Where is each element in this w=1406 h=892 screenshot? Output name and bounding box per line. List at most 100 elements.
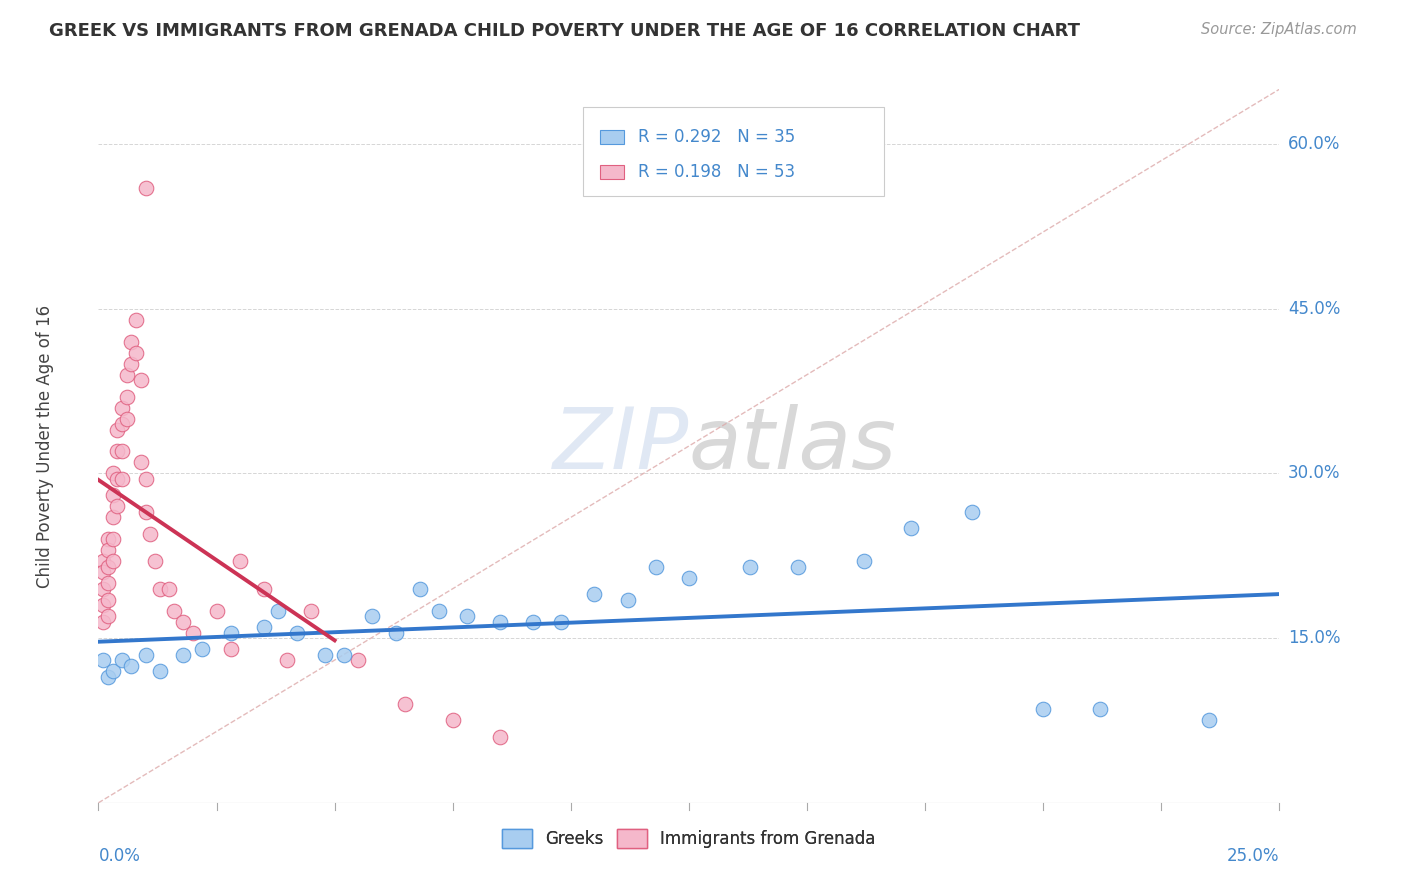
Point (139, 526, 162, 541)
Point (361, 609, 384, 624)
Point (97, 669, 120, 683)
Point (852, 554, 875, 568)
Point (299, 604, 322, 618)
Text: GREEK VS IMMIGRANTS FROM GRENADA CHILD POVERTY UNDER THE AGE OF 16 CORRELATION C: GREEK VS IMMIGRANTS FROM GRENADA CHILD P… (49, 22, 1080, 40)
Point (111, 653, 134, 667)
Point (489, 615, 512, 629)
Point (91, 582, 114, 596)
Point (101, 533, 124, 547)
Point (786, 559, 808, 574)
Point (125, 345, 148, 359)
Point (333, 648, 356, 662)
Text: ZIP: ZIP (553, 404, 689, 488)
Point (101, 664, 124, 678)
Point (101, 510, 124, 524)
Point (253, 582, 276, 596)
Point (385, 625, 408, 640)
Point (105, 500, 128, 514)
Point (135, 648, 157, 662)
Point (91, 598, 114, 612)
FancyBboxPatch shape (600, 129, 624, 144)
Point (149, 664, 172, 678)
Point (101, 554, 124, 568)
Text: 30.0%: 30.0% (1288, 465, 1340, 483)
Point (97, 609, 120, 624)
Point (135, 505, 157, 519)
Point (740, 559, 762, 574)
Point (115, 368, 138, 382)
Point (267, 604, 290, 618)
Point (111, 472, 134, 486)
Point (456, 609, 478, 624)
Text: 25.0%: 25.0% (1227, 847, 1279, 864)
Point (101, 467, 124, 481)
Point (408, 582, 430, 596)
FancyBboxPatch shape (600, 165, 624, 179)
Point (121, 334, 143, 349)
Point (129, 455, 152, 469)
Point (91, 566, 114, 580)
Point (91, 554, 114, 568)
Text: Child Poverty Under the Age of 16: Child Poverty Under the Age of 16 (37, 304, 55, 588)
Point (253, 620, 276, 634)
Point (143, 554, 166, 568)
Point (105, 423, 128, 437)
Text: 0.0%: 0.0% (98, 847, 141, 864)
Point (900, 521, 922, 535)
Point (427, 604, 450, 618)
Point (121, 658, 143, 673)
Text: R = 0.292   N = 35: R = 0.292 N = 35 (638, 128, 796, 146)
Text: 45.0%: 45.0% (1288, 300, 1340, 318)
Point (97, 533, 120, 547)
Point (135, 181, 157, 195)
Point (644, 559, 666, 574)
Point (1088, 702, 1111, 716)
Point (1198, 714, 1220, 728)
Point (489, 730, 512, 744)
Text: Source: ZipAtlas.com: Source: ZipAtlas.com (1201, 22, 1357, 37)
Point (219, 642, 242, 657)
Point (219, 625, 242, 640)
Point (157, 582, 180, 596)
Point (550, 615, 572, 629)
Point (91, 615, 114, 629)
Point (163, 604, 186, 618)
Point (97, 543, 120, 558)
Point (205, 604, 228, 618)
Point (105, 472, 128, 486)
Point (115, 411, 138, 425)
Text: R = 0.198   N = 53: R = 0.198 N = 53 (638, 163, 796, 181)
Point (191, 642, 214, 657)
Point (115, 390, 138, 404)
Point (616, 592, 638, 607)
Legend: Greeks, Immigrants from Grenada: Greeks, Immigrants from Grenada (495, 822, 883, 855)
Point (111, 401, 134, 415)
Point (229, 554, 252, 568)
Text: 60.0%: 60.0% (1288, 135, 1340, 153)
Point (522, 615, 544, 629)
Point (314, 648, 336, 662)
Point (1032, 702, 1054, 716)
Point (101, 488, 124, 502)
Point (678, 571, 700, 585)
Point (135, 472, 157, 486)
Point (181, 625, 204, 640)
Point (97, 559, 120, 574)
Point (583, 587, 606, 601)
Point (97, 592, 120, 607)
Point (97, 576, 120, 591)
Point (172, 648, 194, 662)
Point (285, 625, 308, 640)
Point (441, 714, 464, 728)
Point (111, 417, 134, 431)
Point (105, 444, 128, 458)
Point (91, 653, 114, 667)
Point (121, 357, 143, 371)
Point (276, 653, 298, 667)
Text: 15.0%: 15.0% (1288, 629, 1340, 647)
Point (149, 582, 172, 596)
FancyBboxPatch shape (582, 107, 884, 196)
Point (125, 312, 148, 326)
Text: atlas: atlas (689, 404, 897, 488)
Point (962, 505, 984, 519)
